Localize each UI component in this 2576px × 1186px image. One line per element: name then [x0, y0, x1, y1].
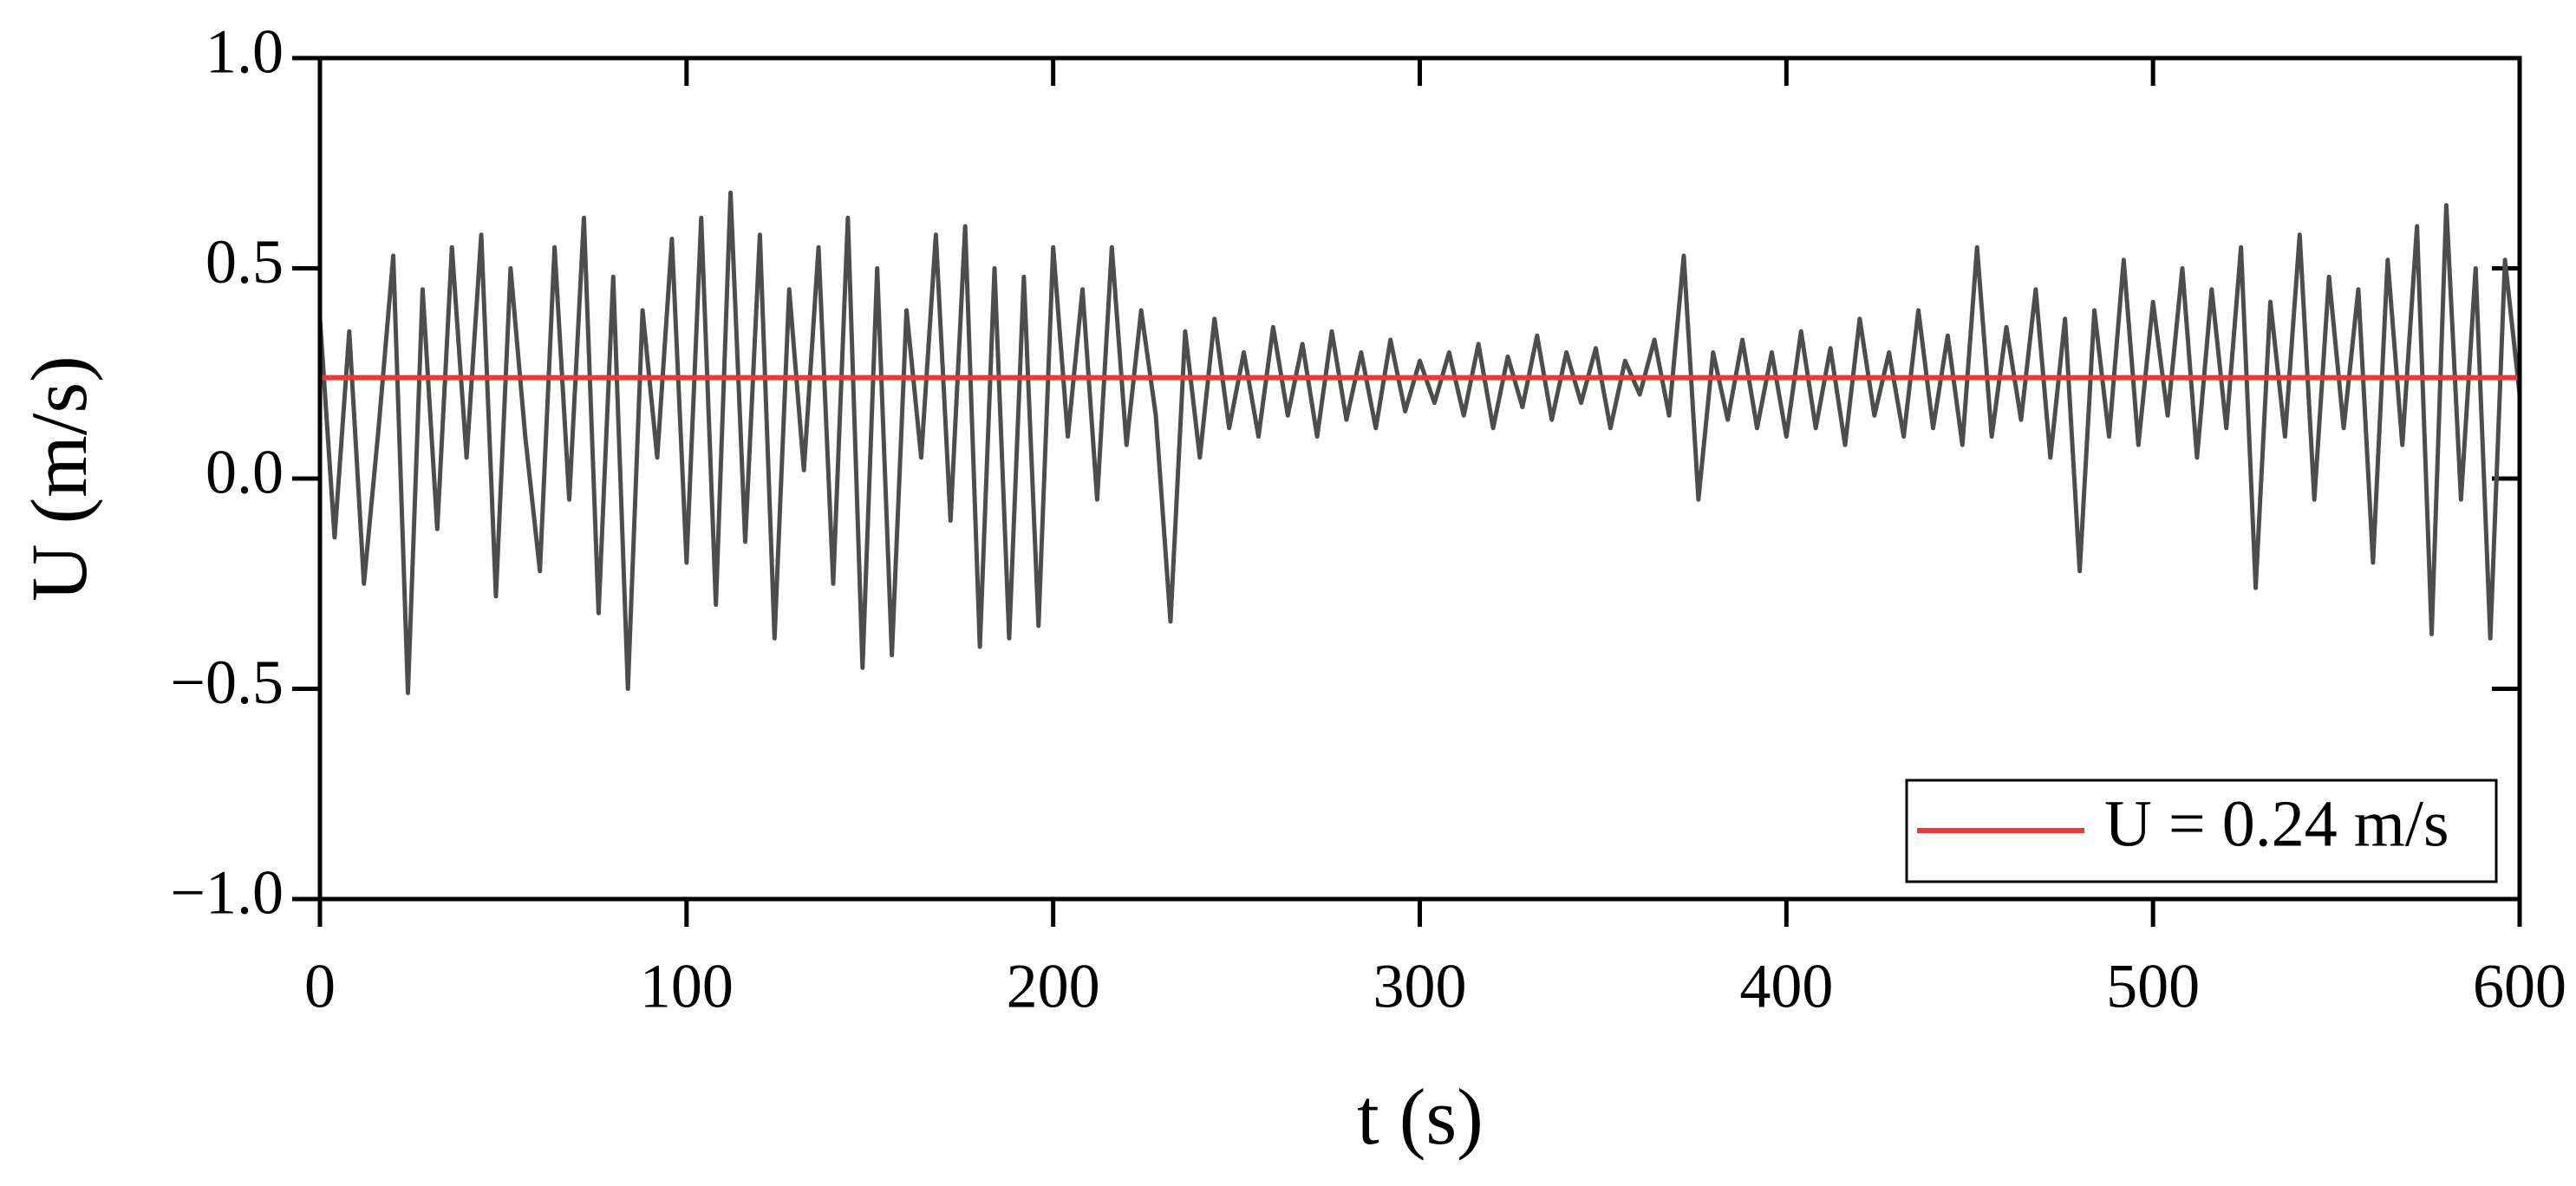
data-line: [317, 190, 2522, 695]
y-tick-label: −0.5: [170, 648, 284, 717]
y-tick-label: 0.5: [205, 227, 284, 296]
y-tick-label: 1.0: [205, 17, 284, 87]
y-tick-label: −1.0: [170, 858, 284, 928]
x-axis-title: t (s): [1357, 1072, 1484, 1161]
x-tick-label: 100: [640, 952, 734, 1021]
plot-frame: [317, 55, 2522, 902]
x-tick-label: 600: [2473, 952, 2566, 1021]
x-tick-label: 400: [1739, 952, 1833, 1021]
x-tick-label: 200: [1007, 952, 1100, 1021]
x-tick-label: 0: [304, 952, 336, 1021]
y-tick-label: 0.0: [205, 438, 284, 507]
x-tick-label: 500: [2106, 952, 2200, 1021]
legend-label: U = 0.24 m/s: [2104, 787, 2449, 860]
y-axis-title: U (m/s): [15, 355, 103, 602]
x-tick-label: 300: [1373, 952, 1467, 1021]
